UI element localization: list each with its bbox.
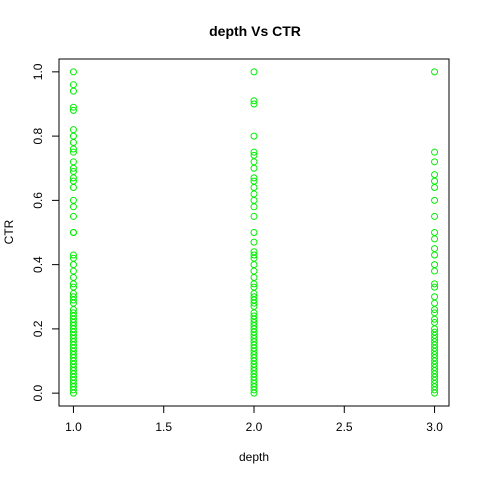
data-point [69, 103, 77, 111]
data-point [431, 315, 439, 323]
label-layer: depth CTR [2, 219, 269, 464]
data-point [69, 273, 77, 281]
data-point [69, 87, 77, 95]
y-tick-label: 0.2 [31, 320, 45, 337]
data-point [69, 184, 77, 192]
data-point [431, 283, 439, 291]
data-point [431, 386, 439, 394]
data-point [250, 148, 258, 156]
data-point [431, 251, 439, 259]
data-point [250, 229, 258, 236]
y-tick-label: 1.0 [31, 63, 45, 80]
data-point [431, 261, 439, 269]
data-point [250, 132, 258, 140]
data-point [69, 267, 77, 275]
data-point [250, 386, 258, 394]
data-point [69, 164, 77, 172]
data-point [431, 171, 439, 179]
data-point [250, 68, 258, 76]
data-point [69, 296, 77, 304]
y-tick-label: 0.8 [31, 127, 45, 144]
data-point [250, 299, 258, 307]
data-point [250, 238, 258, 246]
data-point [69, 389, 77, 397]
data-point [250, 184, 258, 192]
data-point [431, 293, 439, 301]
data-point [69, 81, 77, 89]
data-point [69, 158, 77, 166]
y-axis: 0.0 0.2 0.4 0.6 0.8 1.0 [31, 63, 59, 401]
y-tick-label: 0.0 [31, 384, 45, 401]
data-point [69, 126, 77, 134]
x-tick-label: 2.0 [246, 420, 263, 434]
data-point [250, 190, 258, 198]
data-point [431, 280, 439, 288]
data-point [69, 280, 77, 288]
x-tick-label: 2.5 [336, 420, 353, 434]
x-axis-label: depth [239, 450, 269, 464]
data-point [431, 235, 439, 243]
data-point [431, 212, 439, 220]
data-point [431, 389, 439, 397]
data-point [250, 97, 258, 105]
data-point [69, 132, 77, 140]
data-point [250, 212, 258, 220]
data-point [69, 174, 77, 182]
data-point [431, 184, 439, 192]
data-point [250, 273, 258, 281]
data-point [431, 229, 439, 236]
data-point [69, 203, 77, 211]
data-point [69, 148, 77, 156]
data-point [250, 261, 258, 269]
data-point [431, 299, 439, 307]
data-point [69, 261, 77, 269]
data-point [250, 251, 258, 259]
data-point [69, 386, 77, 394]
data-point [431, 68, 439, 76]
data-point [431, 306, 439, 314]
y-tick-label: 0.4 [31, 256, 45, 273]
chart-title: depth Vs CTR [209, 23, 301, 39]
data-point [250, 280, 258, 288]
data-point [250, 389, 258, 397]
x-tick-label: 3.0 [426, 420, 443, 434]
data-point [69, 251, 77, 259]
data-point [250, 158, 258, 166]
data-point [69, 196, 77, 204]
data-point [250, 196, 258, 204]
x-axis: 1.0 1.5 2.0 2.5 3.0 [65, 406, 443, 434]
data-point [431, 196, 439, 204]
data-point [69, 68, 77, 76]
title-layer: depth Vs CTR [209, 23, 301, 39]
data-point [69, 212, 77, 220]
data-point [250, 174, 258, 182]
data-point [250, 164, 258, 172]
data-point [431, 267, 439, 275]
data-point [69, 145, 77, 153]
y-axis-label: CTR [2, 219, 16, 244]
data-point [69, 139, 77, 147]
x-tick-label: 1.0 [65, 420, 82, 434]
data-point [69, 229, 77, 236]
y-tick-label: 0.6 [31, 192, 45, 209]
data-point [431, 245, 439, 253]
data-point [250, 267, 258, 275]
data-point [431, 177, 439, 185]
data-point [69, 106, 77, 114]
data-point [250, 203, 258, 211]
data-point [250, 100, 258, 108]
points-layer [69, 68, 439, 397]
x-tick-label: 1.5 [155, 420, 172, 434]
data-point [431, 158, 439, 166]
data-point [431, 148, 439, 156]
